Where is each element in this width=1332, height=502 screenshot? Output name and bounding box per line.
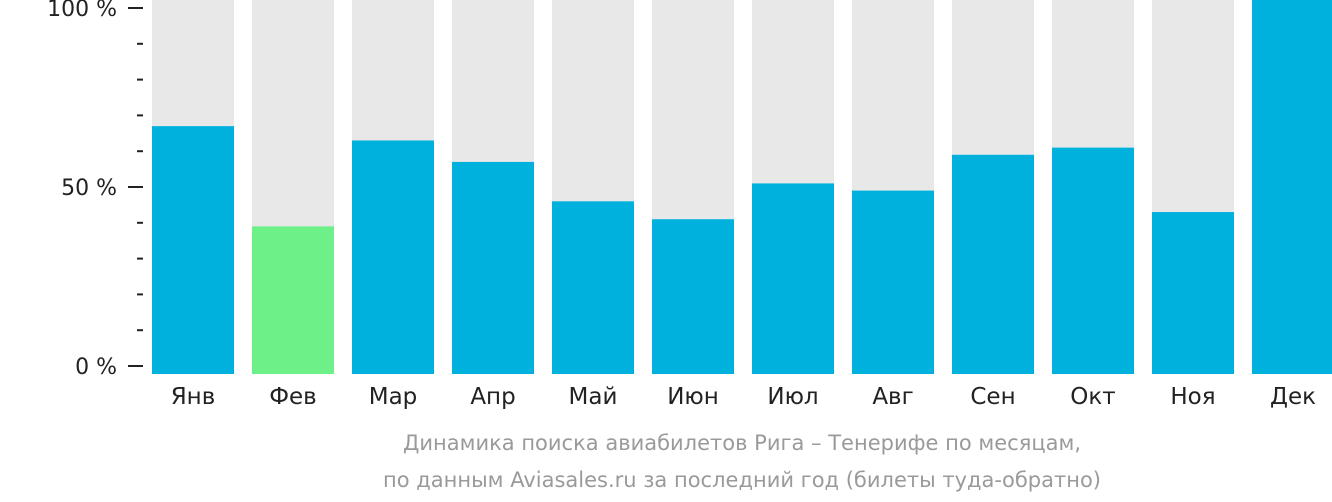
x-tick-label: Авг (872, 384, 913, 410)
bar (252, 226, 334, 374)
bar (552, 201, 634, 374)
x-tick-label: Окт (1070, 384, 1115, 410)
bar (152, 126, 234, 374)
bar (652, 219, 734, 374)
chart-caption-line-2: по данным Aviasales.ru за последний год … (383, 468, 1101, 492)
y-axis: 0 % 50 % 100 % (47, 0, 143, 380)
bar (752, 183, 834, 374)
bar (1252, 0, 1332, 374)
bar (352, 140, 434, 374)
x-tick-label: Май (569, 384, 618, 410)
x-tick-label: Апр (470, 384, 515, 410)
bar (852, 190, 934, 374)
x-tick-label: Янв (171, 384, 216, 410)
x-tick-label: Июл (767, 384, 818, 410)
x-tick-label: Ноя (1170, 384, 1215, 410)
bar (1152, 212, 1234, 374)
x-tick-label: Мар (369, 384, 418, 410)
x-tick-label: Дек (1270, 384, 1316, 410)
bars-group (152, 0, 1332, 374)
x-tick-label: Июн (667, 384, 719, 410)
chart-caption-line-1: Динамика поиска авиабилетов Рига – Тенер… (402, 431, 1082, 455)
y-tick-label: 100 % (47, 0, 117, 22)
bar (952, 154, 1034, 374)
x-axis-labels: Янв Фев Мар Апр Май Июн Июл Авг Сен Окт Ноя Дек (171, 384, 1316, 410)
bar (452, 161, 534, 374)
x-tick-label: Фев (269, 384, 317, 410)
y-tick-label: 0 % (75, 355, 117, 380)
y-tick-label: 50 % (61, 176, 117, 201)
bar (1052, 147, 1134, 374)
x-tick-label: Сен (970, 384, 1015, 410)
